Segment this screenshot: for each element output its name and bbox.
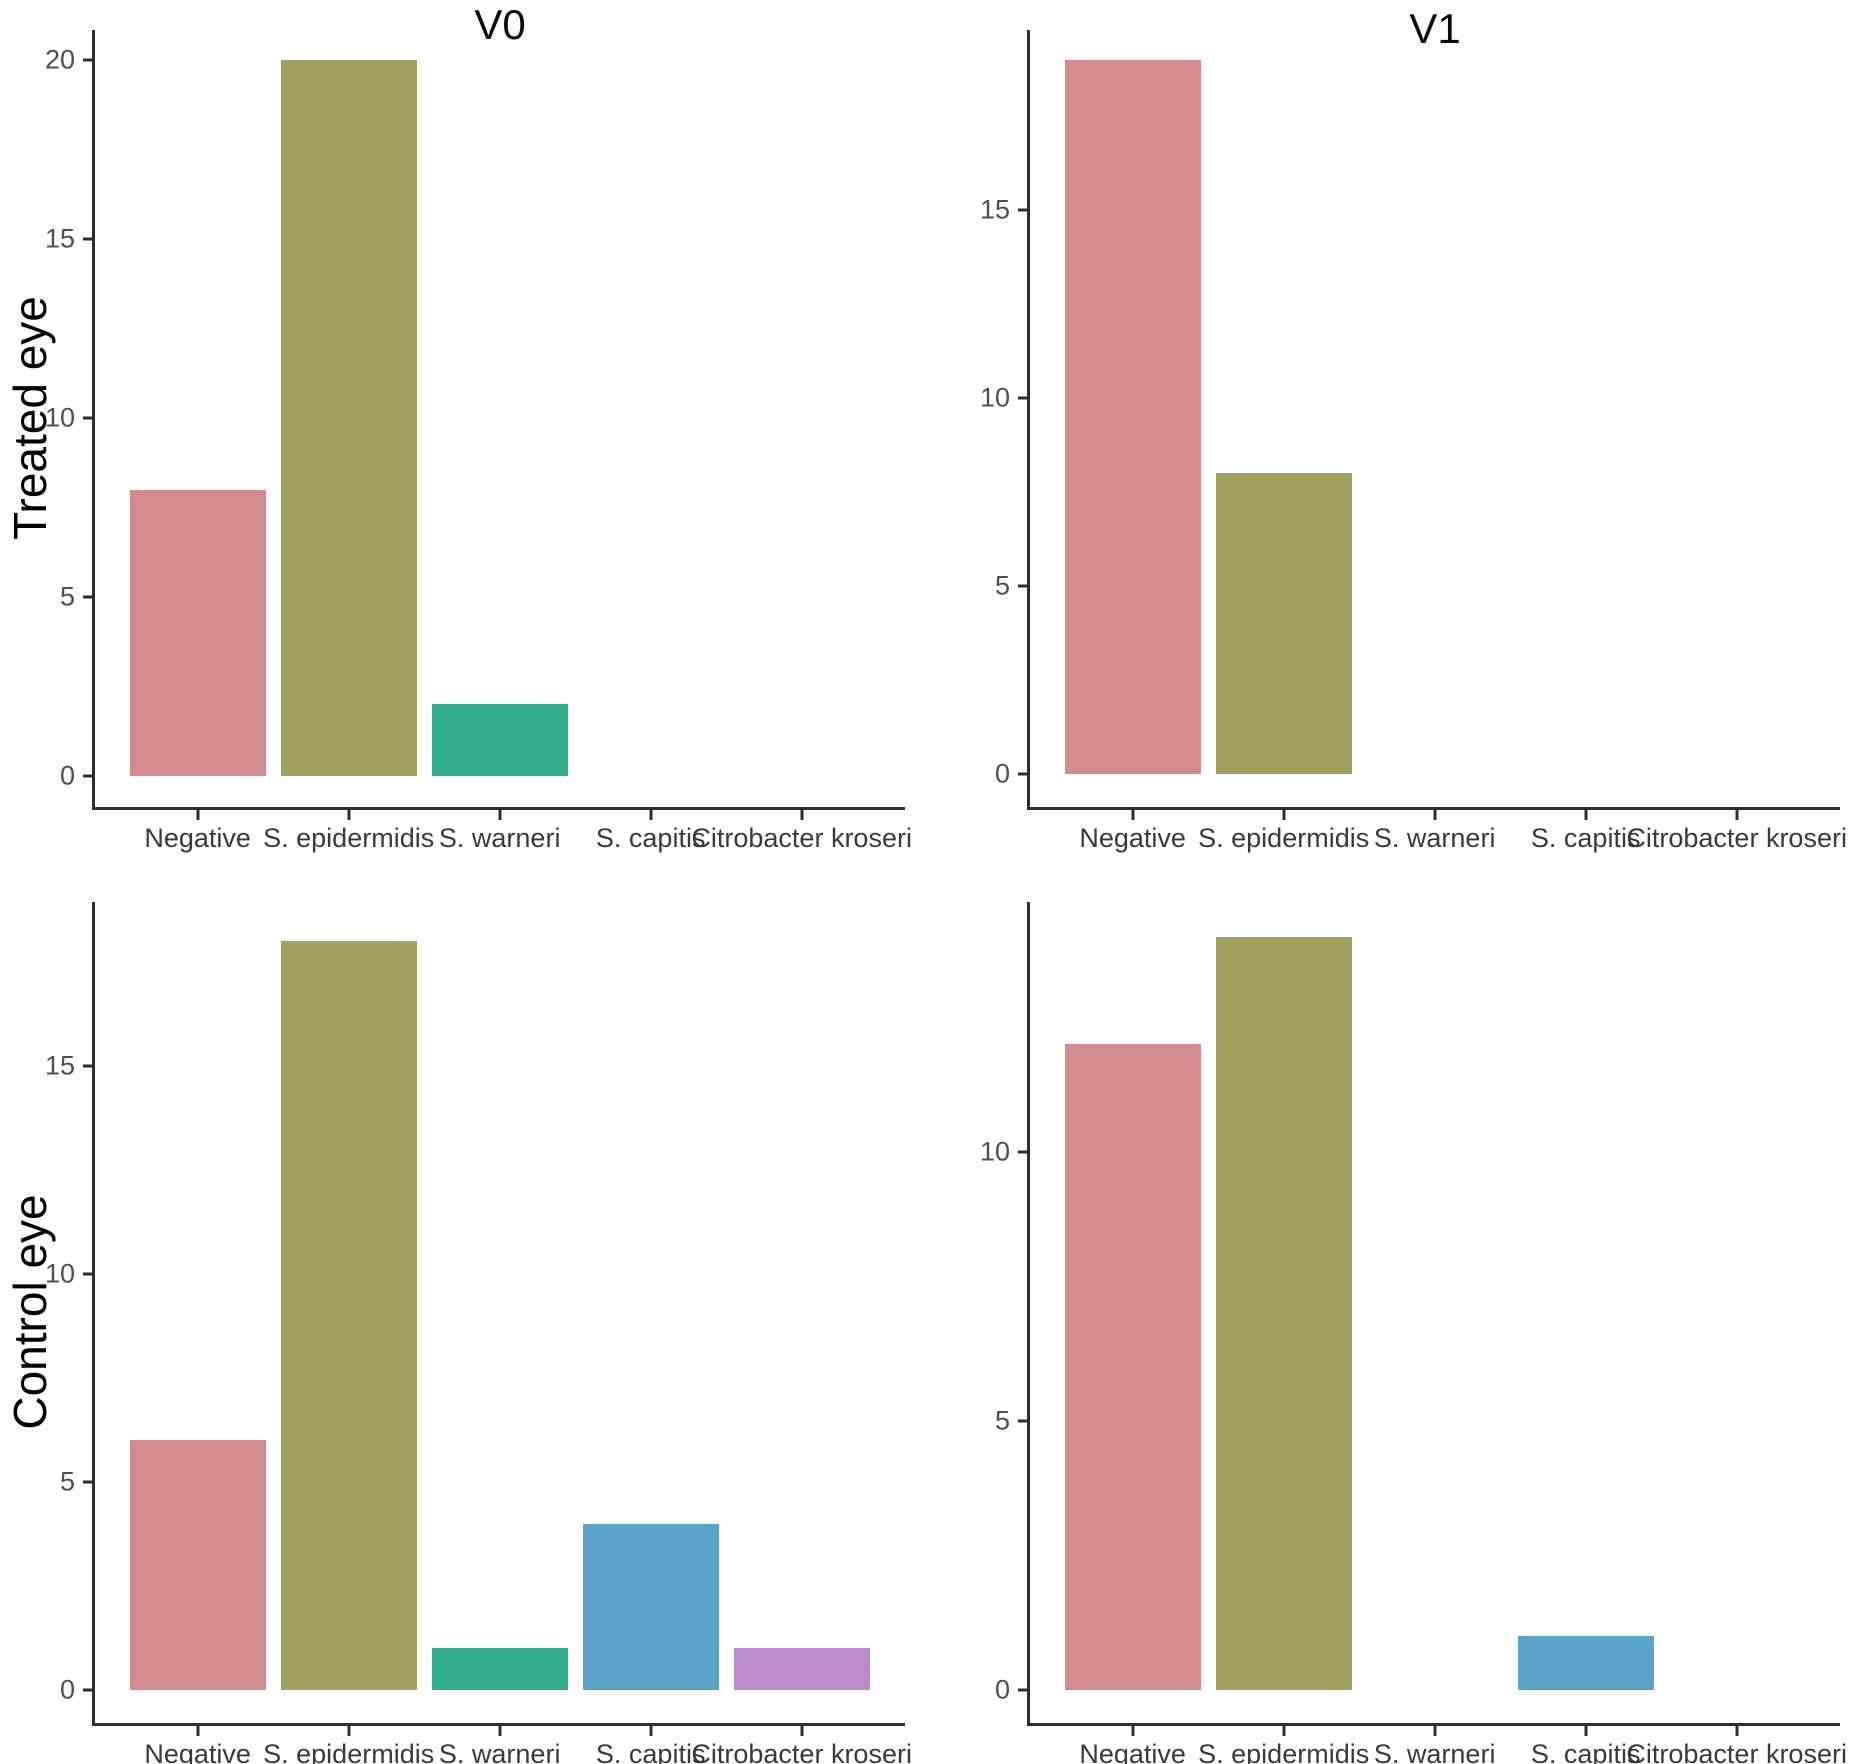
x-tick-mark <box>1584 810 1588 820</box>
y-tick-mark <box>83 1064 92 1068</box>
y-tick-mark <box>83 595 92 599</box>
y-axis-line <box>1027 902 1030 1726</box>
x-tick-mark <box>196 1726 200 1736</box>
x-tick-mark <box>649 1726 653 1736</box>
x-tick-label-negative: Negative <box>1079 823 1186 853</box>
x-tick-mark <box>1282 1726 1286 1736</box>
y-tick-mark <box>1018 1150 1027 1154</box>
y-tick-label: 15 <box>979 194 1010 225</box>
bar-s-epidermidis <box>1216 473 1352 774</box>
y-tick-label: 5 <box>994 1405 1010 1436</box>
x-tick-mark <box>196 810 200 820</box>
y-tick-mark <box>83 1480 92 1484</box>
x-tick-mark <box>347 810 351 820</box>
bar-s-capitis <box>1518 1636 1654 1690</box>
bar-s-epidermidis <box>281 941 417 1690</box>
x-tick-label-s-capitis: S. capitis <box>1530 823 1641 853</box>
x-axis-line <box>92 1723 905 1726</box>
facet-column-title-v1: V1 <box>1409 5 1461 52</box>
facet-row-label-control-eye: Control eye <box>4 1194 56 1430</box>
bar-s-warneri <box>432 1648 568 1690</box>
x-tick-mark <box>347 1726 351 1736</box>
x-axis-line <box>1027 1723 1840 1726</box>
y-tick-label: 5 <box>59 581 75 612</box>
x-tick-mark <box>1433 810 1437 820</box>
y-tick-label: 10 <box>979 1136 1010 1167</box>
x-tick-mark <box>800 810 804 820</box>
y-tick-label: 0 <box>59 1674 75 1705</box>
y-tick-mark <box>83 237 92 241</box>
x-tick-label-negative: Negative <box>144 1739 251 1764</box>
y-axis-line <box>92 30 95 810</box>
y-tick-mark <box>1018 208 1027 212</box>
y-tick-mark <box>1018 1419 1027 1423</box>
x-tick-label-citrobacter-kroseri: Citrobacter kroseri <box>691 823 912 853</box>
y-axis-line <box>1027 30 1030 810</box>
y-tick-label: 5 <box>59 1466 75 1497</box>
x-tick-label-s-epidermidis: S. epidermidis <box>1198 1739 1370 1764</box>
x-tick-label-citrobacter-kroseri: Citrobacter kroseri <box>1626 1739 1847 1764</box>
y-tick-label: 15 <box>44 1050 75 1081</box>
y-tick-label: 5 <box>994 570 1010 601</box>
y-tick-label: 10 <box>979 382 1010 413</box>
x-tick-mark <box>1735 1726 1739 1736</box>
x-tick-mark <box>1131 810 1135 820</box>
bar-s-epidermidis <box>1216 937 1352 1690</box>
x-tick-label-s-capitis: S. capitis <box>595 1739 706 1764</box>
x-tick-label-s-warneri: S. warneri <box>1373 823 1496 853</box>
x-axis-line <box>92 807 905 810</box>
y-tick-mark <box>83 1272 92 1276</box>
y-tick-mark <box>1018 1688 1027 1692</box>
x-tick-label-negative: Negative <box>144 823 251 853</box>
y-tick-label: 15 <box>44 223 75 254</box>
y-tick-mark <box>83 774 92 778</box>
y-tick-label: 10 <box>44 402 75 433</box>
y-tick-label: 0 <box>994 1674 1010 1705</box>
y-tick-mark <box>83 1688 92 1692</box>
x-tick-mark <box>498 1726 502 1736</box>
y-tick-mark <box>1018 396 1027 400</box>
facet-column-title-v0: V0 <box>474 1 526 48</box>
x-tick-mark <box>498 810 502 820</box>
x-tick-mark <box>1584 1726 1588 1736</box>
bar-negative <box>1065 60 1201 774</box>
y-tick-mark <box>83 58 92 62</box>
y-axis-line <box>92 902 95 1726</box>
x-tick-label-s-warneri: S. warneri <box>1373 1739 1496 1764</box>
x-tick-label-s-epidermidis: S. epidermidis <box>263 823 435 853</box>
bar-negative <box>1065 1044 1201 1690</box>
bar-s-warneri <box>432 704 568 776</box>
bar-citrobacter-kroseri <box>734 1648 870 1690</box>
bar-negative <box>130 1440 266 1690</box>
x-tick-mark <box>1282 810 1286 820</box>
x-tick-label-s-warneri: S. warneri <box>438 1739 561 1764</box>
y-tick-label: 20 <box>44 44 75 75</box>
x-axis-line <box>1027 807 1840 810</box>
x-tick-mark <box>800 1726 804 1736</box>
x-tick-label-s-capitis: S. capitis <box>595 823 706 853</box>
x-tick-label-citrobacter-kroseri: Citrobacter kroseri <box>1626 823 1847 853</box>
x-tick-label-s-capitis: S. capitis <box>1530 1739 1641 1764</box>
x-tick-label-s-epidermidis: S. epidermidis <box>263 1739 435 1764</box>
x-tick-label-negative: Negative <box>1079 1739 1186 1764</box>
x-tick-mark <box>1131 1726 1135 1736</box>
x-tick-label-citrobacter-kroseri: Citrobacter kroseri <box>691 1739 912 1764</box>
y-tick-mark <box>1018 772 1027 776</box>
bar-s-capitis <box>583 1524 719 1690</box>
x-tick-mark <box>649 810 653 820</box>
x-tick-label-s-warneri: S. warneri <box>438 823 561 853</box>
y-tick-mark <box>1018 584 1027 588</box>
y-tick-mark <box>83 416 92 420</box>
bar-s-epidermidis <box>281 60 417 776</box>
bar-negative <box>130 490 266 776</box>
y-tick-label: 0 <box>994 758 1010 789</box>
x-tick-label-s-epidermidis: S. epidermidis <box>1198 823 1370 853</box>
y-tick-label: 10 <box>44 1258 75 1289</box>
y-tick-label: 0 <box>59 760 75 791</box>
x-tick-mark <box>1433 1726 1437 1736</box>
x-tick-mark <box>1735 810 1739 820</box>
